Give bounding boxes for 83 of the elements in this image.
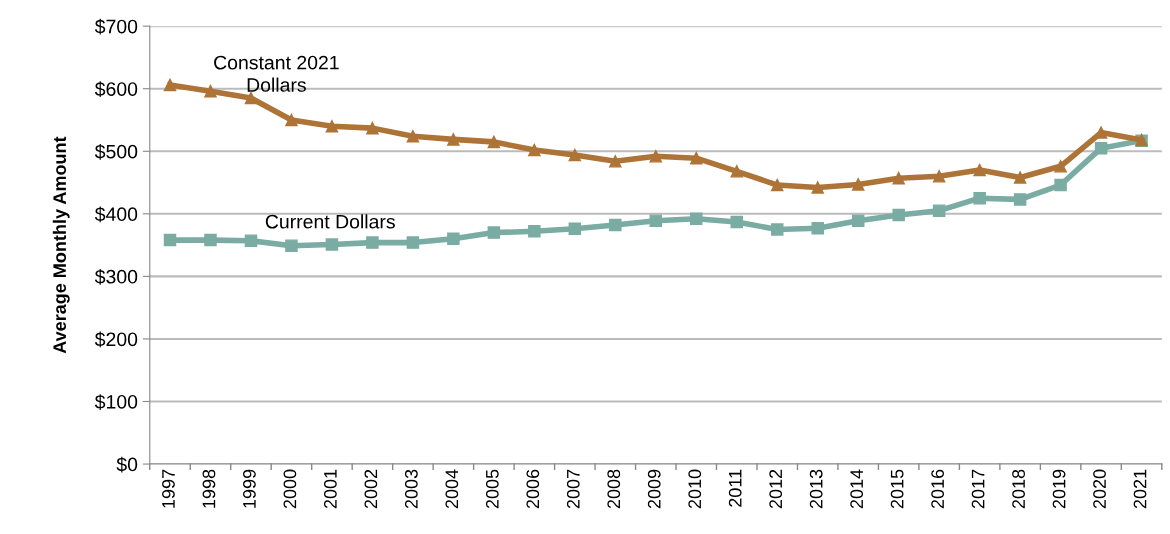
x-tick-label: 1999	[243, 469, 256, 508]
x-tick-label: 2014	[850, 469, 864, 509]
point	[325, 238, 339, 251]
point	[973, 191, 986, 205]
y-tick-label: $400	[94, 206, 138, 223]
point	[892, 208, 905, 222]
x-tick-label: 2021	[1133, 469, 1147, 509]
x-tick-label: 2008	[607, 469, 621, 509]
point	[447, 232, 460, 246]
y-tick-label: $300	[94, 269, 138, 285]
point	[406, 236, 420, 249]
series-label: Current Dollars	[265, 214, 395, 229]
point	[244, 91, 258, 105]
x-tick-label: 2012	[769, 469, 783, 509]
point	[406, 130, 420, 143]
x-tick-label: 2018	[1012, 469, 1025, 509]
point	[366, 121, 379, 135]
point	[1013, 193, 1027, 206]
x-tick-label: 2016	[931, 469, 945, 509]
point	[690, 212, 703, 226]
point	[568, 222, 582, 236]
point	[973, 163, 986, 177]
point	[568, 148, 582, 162]
point	[163, 78, 177, 92]
y-tick-label: $0	[116, 456, 138, 473]
x-tick-label: 2020	[1093, 469, 1106, 509]
x-tick-label: 2005	[485, 469, 499, 509]
y-tick-label: $700	[94, 18, 138, 35]
x-tick-label: 2004	[445, 469, 459, 509]
point	[690, 151, 703, 165]
point	[730, 215, 743, 229]
x-tick-label: 2001	[323, 469, 337, 509]
point	[932, 204, 946, 217]
x-tick-label: 2007	[566, 469, 580, 509]
point	[770, 178, 784, 192]
x-tick-label: 2010	[688, 469, 702, 509]
point	[730, 165, 743, 178]
y-tick-label: $200	[94, 331, 138, 348]
point	[204, 233, 217, 247]
x-tick-label: 2013	[809, 469, 823, 509]
point	[528, 225, 541, 238]
x-tick-label: 2003	[404, 469, 418, 509]
point	[609, 218, 622, 232]
point	[325, 120, 339, 133]
point	[851, 214, 865, 227]
point	[811, 181, 824, 194]
point	[204, 84, 217, 98]
point	[285, 239, 298, 252]
x-tick-label: 2000	[283, 469, 297, 509]
x-tick-label: 2011	[728, 469, 742, 507]
y-axis-title: Average Monthly Amount	[52, 136, 70, 354]
point	[770, 223, 784, 236]
point	[811, 221, 824, 235]
point	[1054, 178, 1067, 192]
x-tick-label: 2019	[1052, 469, 1066, 509]
x-tick-label: 2002	[364, 469, 378, 509]
point	[932, 170, 946, 183]
x-tick-label: 1998	[202, 469, 216, 508]
x-tick-label: 2017	[971, 469, 985, 509]
point	[528, 143, 541, 157]
point	[366, 236, 379, 249]
point	[1013, 171, 1027, 184]
point	[487, 226, 501, 239]
point	[892, 171, 905, 185]
point	[285, 113, 298, 127]
point	[244, 234, 258, 247]
point	[649, 150, 663, 163]
x-tick-label: 1997	[162, 469, 175, 508]
series-label: Constant 2021 Dollars	[214, 55, 339, 92]
x-tick-label: 2015	[890, 469, 904, 509]
point	[487, 135, 501, 149]
point	[1094, 141, 1108, 155]
x-tick-label: 2006	[526, 469, 540, 509]
point	[163, 233, 177, 247]
y-tick-label: $500	[94, 143, 138, 160]
x-tick-label: 2009	[647, 469, 661, 509]
y-tick-label: $100	[94, 394, 138, 410]
y-tick-label: $600	[94, 81, 138, 98]
point	[851, 178, 865, 191]
point	[1054, 160, 1067, 173]
point	[447, 133, 460, 146]
point	[649, 214, 663, 227]
point	[609, 155, 622, 168]
